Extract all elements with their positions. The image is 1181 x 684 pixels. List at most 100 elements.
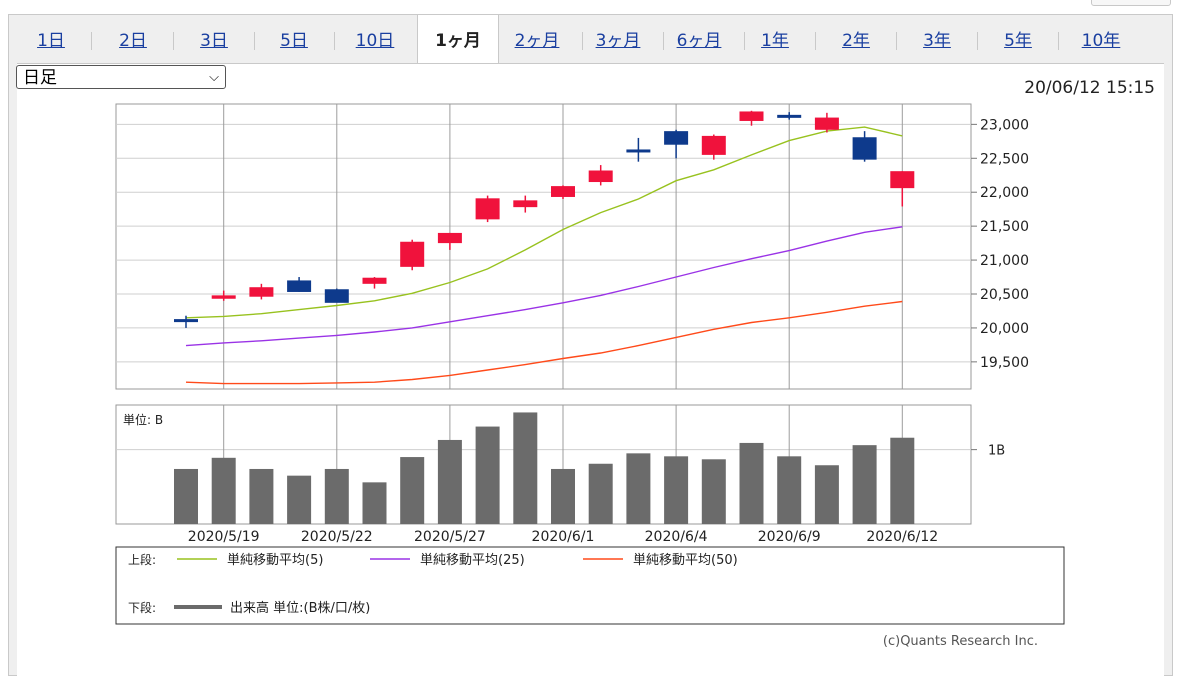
volume-bar [626,453,651,524]
tab-period[interactable]: 1ヶ月 [417,14,499,65]
tab-separator [91,32,92,50]
legend-volume-swatch [174,605,222,609]
tab-separator [173,32,174,50]
legend-upper-title: 上段: [128,552,156,567]
legend-volume-label: 出来高 単位:(B株/口/枚) [230,600,370,616]
volume-bar [362,482,387,524]
top-corner-button[interactable] [1091,0,1171,6]
candle-body [324,289,349,303]
candle-body [475,198,500,220]
candle-body [588,170,613,183]
price-tick-label: 19,500 [980,355,1029,371]
tab-period[interactable]: 5年 [1004,31,1032,51]
period-type-select[interactable]: 日足 ⌵ [16,65,226,89]
volume-bar [249,468,274,524]
volume-bar [211,457,236,524]
candle-body [777,114,802,118]
candle-body [890,171,915,189]
tab-period[interactable]: 3ヶ月 [595,31,641,51]
price-plot-area [115,103,972,390]
date-tick-label: 2020/6/4 [645,529,708,545]
period-tabs: 1日 2日 3日 5日 10日 1ヶ月 2ヶ月 3ヶ月 6ヶ月 1年 2年 3年 5年 10年 [9,14,1172,65]
volume-bar [814,465,839,524]
volume-bar [400,457,425,524]
sma25-line [185,226,903,347]
tab-period[interactable]: 3日 [200,31,228,51]
candle-body [174,319,198,323]
volume-bar [852,445,877,524]
volume-unit-label: 単位: B [123,412,163,427]
tab-period[interactable]: 1年 [761,31,789,51]
volume-bar [287,475,312,524]
timestamp: 20/06/12 15:15 [1024,78,1155,98]
period-type-value: 日足 [23,68,57,88]
tab-period[interactable]: 1日 [37,31,65,51]
volume-bar [437,439,462,524]
chevron-down-icon: ⌵ [209,70,219,85]
legend-lower-title: 下段: [128,600,156,615]
date-tick-label: 2020/6/1 [532,529,595,545]
sma5-line [185,126,903,319]
candle-body [739,111,764,121]
candle-body [852,137,877,160]
price-tick-label: 22,500 [980,151,1029,167]
candle-body [362,277,387,284]
price-tick-label: 23,000 [980,117,1029,133]
tab-separator [744,32,745,50]
tab-separator [1058,32,1059,50]
price-tick-label: 21,000 [980,253,1029,269]
tab-period[interactable]: 10年 [1081,31,1121,51]
volume-bar [588,463,613,524]
price-tick-label: 20,500 [980,287,1029,303]
volume-bar [701,459,726,524]
copyright-text: (c)Quants Research Inc. [883,634,1038,649]
legend-item-label: 単純移動平均(50) [633,552,738,568]
candle-body [287,280,312,292]
date-tick-label: 2020/5/19 [188,529,260,545]
candle-body [701,135,726,155]
tab-period[interactable]: 2ヶ月 [514,31,560,51]
tab-separator [663,32,664,50]
candle-body [211,295,236,299]
volume-bar [324,468,349,524]
volume-plot-area [115,404,972,525]
volume-bar [513,412,538,524]
candle-body [249,287,274,297]
date-tick-label: 2020/5/22 [301,529,373,545]
legend-item-label: 単純移動平均(25) [420,552,525,568]
volume-bar [777,456,802,524]
price-tick-label: 22,000 [980,185,1029,201]
tab-separator [896,32,897,50]
price-tick-label: 21,500 [980,219,1029,235]
legend-box [115,546,1065,625]
stock-chart: 23,000 22,500 22,000 21,500 21,000 20,500 20,0… [115,103,1065,649]
tab-period[interactable]: 10日 [355,31,395,51]
candle-body [626,149,651,153]
candle-body [513,200,538,208]
tab-separator [582,32,583,50]
sma50-line [185,300,903,385]
date-tick-label: 2020/5/27 [414,529,486,545]
candle-body [437,232,462,244]
tab-period[interactable]: 2年 [842,31,870,51]
legend-item-label: 単純移動平均(5) [227,552,323,568]
date-tick-label: 2020/6/12 [866,529,938,545]
tab-period[interactable]: 6ヶ月 [676,31,722,51]
volume-tick-label: 1B [988,444,1005,459]
volume-bar [890,437,915,524]
candle-body [814,117,839,130]
volume-bar [475,426,500,524]
price-tick-label: 20,000 [980,321,1029,337]
tab-separator [334,32,335,50]
volume-bar [739,442,764,524]
tab-period[interactable]: 3年 [923,31,951,51]
date-tick-label: 2020/6/9 [758,529,821,545]
tab-separator [977,32,978,50]
tab-period[interactable]: 5日 [280,31,308,51]
volume-bar [174,468,198,524]
tab-separator [815,32,816,50]
volume-bar [664,456,689,524]
candle-body [400,241,425,267]
candle-body [551,186,575,197]
tab-period[interactable]: 2日 [119,31,147,51]
